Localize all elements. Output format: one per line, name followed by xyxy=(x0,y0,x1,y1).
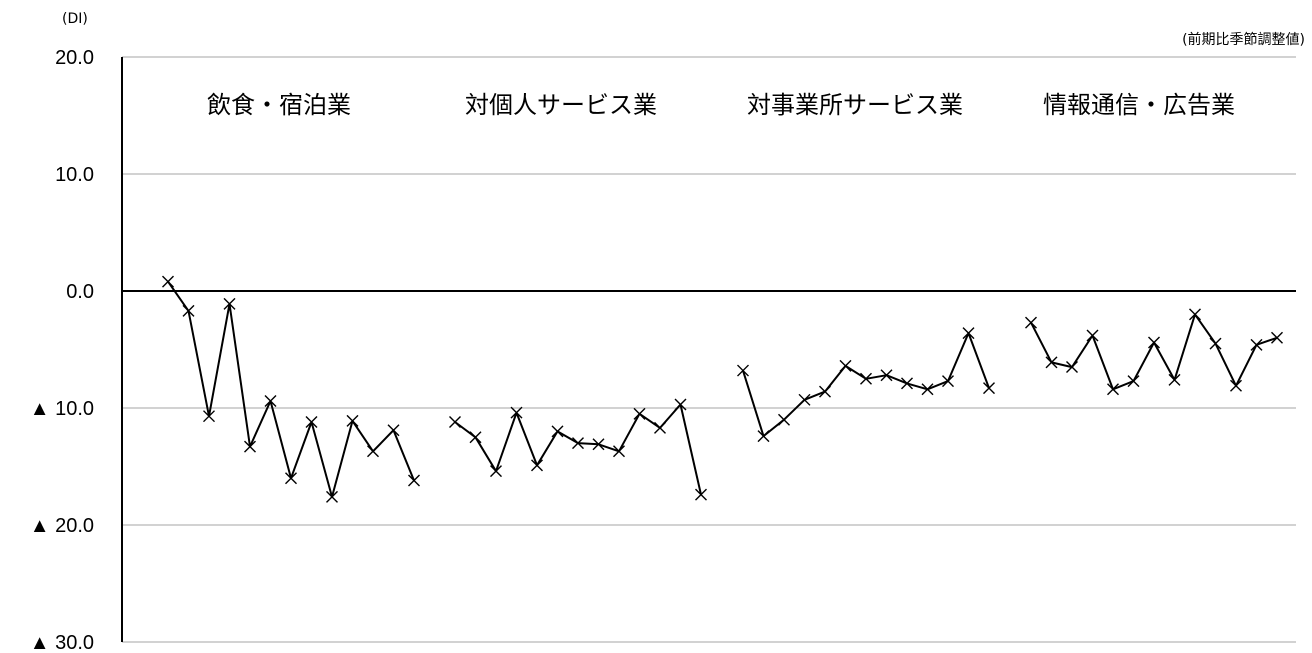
panel-titles: 飲食・宿泊業 対個人サービス業 対事業所サービス業 情報通信・広告業 xyxy=(207,91,1235,119)
data-point-marker xyxy=(1189,308,1201,321)
data-point-marker xyxy=(326,490,338,503)
data-point-marker xyxy=(162,275,174,288)
series-group xyxy=(162,275,420,503)
y-tick-label: 10.0 xyxy=(55,164,94,186)
data-point-marker xyxy=(203,410,215,423)
data-point-marker xyxy=(572,437,584,450)
data-point-marker xyxy=(860,372,872,385)
series-line xyxy=(167,281,415,498)
data-point-marker xyxy=(1250,338,1263,351)
y-axis-tick-labels: 20.0 10.0 0.0 ▲ 10.0 ▲ 20.0 ▲ 30.0 xyxy=(30,47,94,653)
data-point-marker xyxy=(921,383,934,396)
data-point-marker xyxy=(778,413,790,426)
data-point-marker xyxy=(1107,383,1119,396)
data-point-marker xyxy=(1168,373,1181,386)
data-point-marker xyxy=(983,382,995,395)
panel-title: 対個人サービス業 xyxy=(465,91,657,119)
data-point-marker xyxy=(244,440,256,453)
y-tick-label: ▲ 30.0 xyxy=(30,632,94,653)
series-line xyxy=(1030,313,1278,391)
data-point-marker xyxy=(223,297,236,310)
data-point-marker xyxy=(674,398,687,411)
data-point-marker xyxy=(695,488,707,501)
panel-title: 対事業所サービス業 xyxy=(747,91,963,119)
data-point-marker xyxy=(182,304,195,317)
data-point-marker xyxy=(469,431,482,444)
unit-label: (DI) xyxy=(62,11,88,27)
data-point-marker xyxy=(1127,375,1140,388)
data-point-marker xyxy=(1066,361,1078,374)
data-point-marker xyxy=(1086,329,1099,342)
data-point-marker xyxy=(1148,336,1160,349)
data-point-marker xyxy=(264,394,277,407)
panel-title: 情報通信・広告業 xyxy=(1043,91,1235,119)
data-point-marker xyxy=(1230,379,1242,392)
data-point-marker xyxy=(285,472,297,485)
series-group xyxy=(737,327,995,443)
data-point-marker xyxy=(592,438,605,451)
data-point-marker xyxy=(346,414,359,427)
data-point-marker xyxy=(531,459,543,472)
data-point-marker xyxy=(654,421,666,434)
data-point-marker xyxy=(880,369,893,382)
series-group xyxy=(1025,308,1283,396)
series-line xyxy=(454,403,702,495)
series-group xyxy=(449,398,707,501)
data-point-marker xyxy=(839,359,852,372)
data-point-marker xyxy=(1025,316,1037,329)
data-point-marker xyxy=(819,385,831,398)
data-point-marker xyxy=(551,425,564,438)
y-tick-label: 20.0 xyxy=(55,47,94,69)
data-point-marker xyxy=(408,474,420,487)
data-point-marker xyxy=(798,393,811,406)
data-point-marker xyxy=(942,375,954,388)
data-point-marker xyxy=(1209,337,1222,350)
data-point-marker xyxy=(901,377,913,390)
data-point-marker xyxy=(510,406,523,419)
y-tick-label: ▲ 10.0 xyxy=(30,398,94,420)
y-tick-label: ▲ 20.0 xyxy=(30,515,94,537)
panel-title: 飲食・宿泊業 xyxy=(207,91,351,119)
data-point-marker xyxy=(757,430,770,443)
data-point-marker xyxy=(613,445,625,458)
data-point-marker xyxy=(449,416,461,429)
data-point-marker xyxy=(305,416,318,429)
gridlines xyxy=(122,56,1296,643)
series-lines xyxy=(162,275,1283,503)
data-point-marker xyxy=(367,445,379,458)
data-point-marker xyxy=(1271,331,1283,344)
data-point-marker xyxy=(490,465,502,478)
data-point-marker xyxy=(962,327,975,340)
data-point-marker xyxy=(387,424,400,437)
data-point-marker xyxy=(1045,356,1058,369)
data-point-marker xyxy=(737,364,749,377)
data-point-marker xyxy=(633,407,646,420)
y-tick-label: 0.0 xyxy=(66,281,94,303)
note-label: (前期比季節調整値) xyxy=(1182,31,1305,48)
